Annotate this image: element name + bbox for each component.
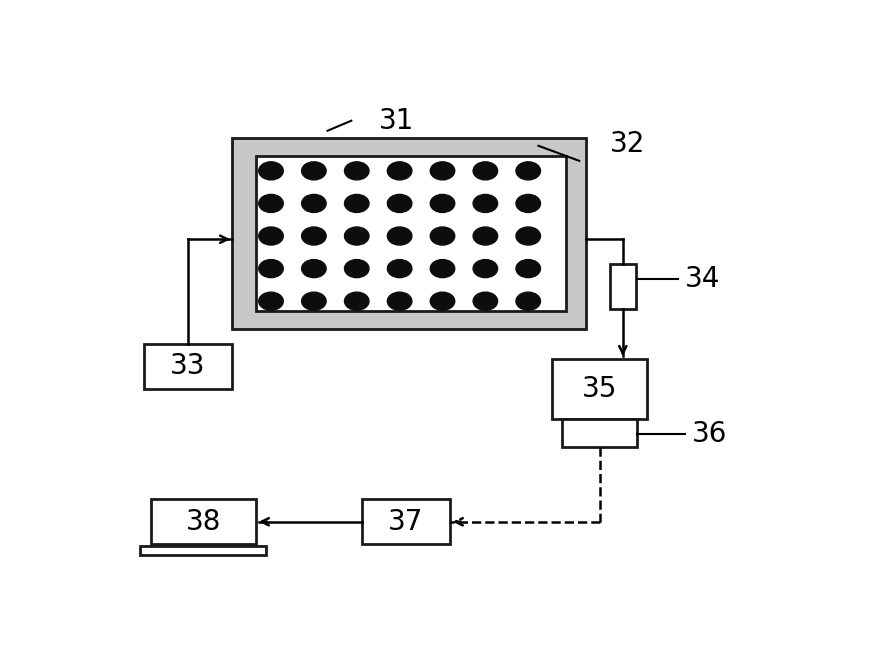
Circle shape [387, 162, 411, 180]
Bar [552, 359, 646, 419]
Bar [151, 499, 256, 544]
Circle shape [259, 162, 283, 180]
Bar [610, 264, 635, 309]
Circle shape [302, 162, 325, 180]
Circle shape [430, 260, 454, 277]
Circle shape [430, 195, 454, 212]
Circle shape [430, 162, 454, 180]
Circle shape [387, 292, 411, 311]
Bar [232, 138, 586, 329]
Bar [140, 546, 266, 555]
Circle shape [344, 260, 368, 277]
Circle shape [259, 195, 283, 212]
Circle shape [516, 162, 540, 180]
Circle shape [344, 195, 368, 212]
Circle shape [387, 227, 411, 245]
Text: 38: 38 [185, 508, 221, 536]
Circle shape [387, 260, 411, 277]
Circle shape [473, 162, 497, 180]
Circle shape [344, 292, 368, 311]
Circle shape [516, 292, 540, 311]
Circle shape [302, 195, 325, 212]
Circle shape [302, 292, 325, 311]
Bar [361, 499, 450, 544]
Circle shape [387, 195, 411, 212]
Circle shape [259, 292, 283, 311]
Circle shape [473, 195, 497, 212]
Circle shape [473, 260, 497, 277]
Circle shape [302, 260, 325, 277]
Circle shape [344, 162, 368, 180]
Circle shape [344, 227, 368, 245]
Text: 36: 36 [691, 420, 726, 448]
Text: 33: 33 [170, 352, 205, 380]
Text: 31: 31 [378, 107, 413, 135]
Text: 35: 35 [581, 375, 617, 403]
Circle shape [430, 227, 454, 245]
Text: 32: 32 [610, 130, 645, 158]
Circle shape [516, 260, 540, 277]
Bar [256, 156, 565, 311]
Bar [144, 344, 232, 389]
Circle shape [259, 260, 283, 277]
Circle shape [430, 292, 454, 311]
Circle shape [516, 195, 540, 212]
Text: 34: 34 [684, 264, 719, 293]
Circle shape [516, 227, 540, 245]
Circle shape [302, 227, 325, 245]
Circle shape [259, 227, 283, 245]
Bar [561, 419, 637, 447]
Circle shape [473, 292, 497, 311]
Text: 37: 37 [388, 508, 423, 536]
Circle shape [473, 227, 497, 245]
